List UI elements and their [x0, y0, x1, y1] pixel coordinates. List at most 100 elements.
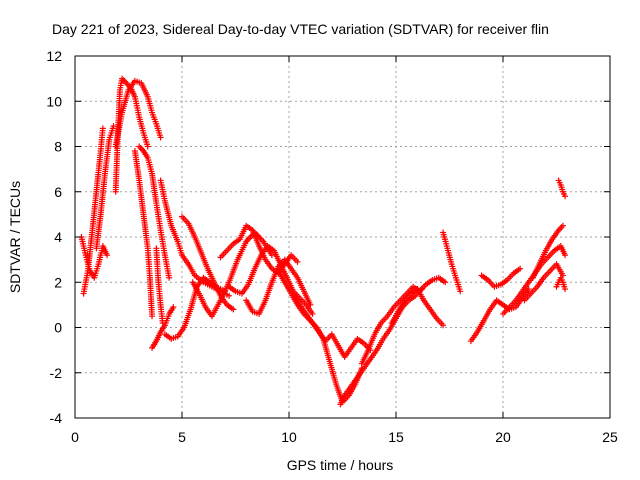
- trace-marker: [432, 313, 439, 320]
- trace-marker: [156, 132, 163, 139]
- series-sat-i: [153, 245, 166, 326]
- series-sat-b: [80, 125, 106, 297]
- trace-marker: [165, 313, 172, 320]
- x-axis-ticks: 0 5 10 15 20 25: [71, 56, 618, 445]
- trace-marker: [394, 310, 401, 317]
- trace-marker: [255, 241, 262, 248]
- trace-marker: [156, 330, 163, 337]
- y-tick-label: 12: [46, 48, 62, 64]
- trace-marker: [253, 310, 260, 317]
- trace-marker: [261, 254, 268, 261]
- trace-marker: [121, 78, 128, 85]
- trace-marker: [84, 270, 91, 277]
- trace-marker: [438, 320, 445, 327]
- y-axis-ticks: -4 -2 0 2 4 6 8 10 12: [46, 48, 610, 426]
- trace-marker: [406, 292, 413, 299]
- trace-marker: [300, 286, 307, 293]
- trace-marker: [545, 269, 552, 276]
- trace-marker: [452, 272, 459, 279]
- trace-marker: [230, 287, 237, 294]
- trace-marker: [143, 91, 150, 98]
- trace-marker: [306, 299, 313, 306]
- trace-marker: [152, 118, 159, 125]
- trace-marker: [222, 249, 229, 256]
- trace-marker: [495, 282, 502, 289]
- trace-marker: [179, 326, 186, 333]
- trace-marker: [268, 281, 275, 288]
- trace-marker: [109, 125, 116, 132]
- trace-marker: [560, 191, 567, 198]
- trace-marker: [183, 218, 190, 225]
- trace-marker: [157, 224, 164, 231]
- y-tick-label: -2: [50, 365, 63, 381]
- trace-marker: [292, 257, 299, 264]
- trace-marker: [556, 179, 563, 186]
- trace-marker: [498, 300, 505, 307]
- x-tick-label: 0: [71, 429, 79, 445]
- trace-marker: [159, 317, 166, 324]
- trace-marker: [559, 186, 566, 193]
- trace-marker: [99, 127, 106, 134]
- trace-marker: [161, 195, 168, 202]
- x-tick-label: 10: [281, 429, 297, 445]
- trace-marker: [479, 319, 486, 326]
- trace-marker: [389, 305, 396, 312]
- x-tick-label: 5: [178, 429, 186, 445]
- y-tick-label: 2: [54, 274, 62, 290]
- trace-marker: [385, 328, 392, 335]
- y-tick-label: 8: [54, 139, 62, 155]
- trace-marker: [561, 250, 568, 257]
- trace-marker: [169, 305, 176, 312]
- trace-marker: [139, 127, 146, 134]
- trace-marker: [248, 306, 255, 313]
- trace-marker: [410, 293, 417, 300]
- x-axis-label: GPS time / hours: [287, 457, 394, 473]
- y-axis-label: SDTVAR / TECUs: [7, 181, 23, 293]
- trace-marker: [242, 240, 249, 247]
- trace-marker: [473, 330, 480, 337]
- series-sat-n: [217, 222, 301, 277]
- trace-marker: [248, 226, 255, 233]
- trace-marker: [235, 237, 242, 244]
- trace-marker: [131, 91, 138, 98]
- trace-marker: [143, 153, 150, 160]
- trace-marker: [195, 288, 202, 295]
- trace-marker: [165, 272, 172, 279]
- trace-marker: [190, 270, 197, 277]
- series-sat-a: [78, 234, 111, 281]
- trace-marker: [280, 277, 287, 284]
- x-tick-label: 25: [602, 429, 618, 445]
- trace-marker: [308, 318, 315, 325]
- trace-marker: [178, 249, 185, 256]
- trace-marker: [359, 367, 366, 374]
- trace-marker: [314, 327, 321, 334]
- trace-marker: [526, 292, 533, 299]
- trace-marker: [370, 333, 377, 340]
- trace-marker: [203, 263, 210, 270]
- trace-marker: [269, 246, 276, 253]
- series-sat-f: [131, 148, 156, 320]
- trace-marker: [236, 289, 243, 296]
- trace-marker: [340, 394, 347, 401]
- trace-marker: [524, 287, 531, 294]
- trace-marker: [282, 272, 289, 279]
- trace-marker: [118, 111, 125, 118]
- trace-marker: [201, 302, 208, 309]
- trace-marker: [558, 270, 565, 277]
- trace-marker: [261, 299, 268, 306]
- series-sat-w: [467, 286, 532, 345]
- trace-marker: [543, 256, 550, 263]
- trace-marker: [244, 283, 251, 290]
- series-sat-c: [93, 123, 117, 252]
- trace-marker: [554, 229, 561, 236]
- trace-marker: [173, 236, 180, 243]
- series-sat-ac: [555, 177, 569, 200]
- trace-marker: [160, 323, 167, 330]
- trace-marker: [332, 379, 339, 386]
- trace-marker: [148, 311, 155, 318]
- trace-marker: [346, 346, 353, 353]
- trace-marker: [139, 146, 146, 153]
- x-tick-label: 20: [495, 429, 511, 445]
- series-sat-j: [157, 177, 233, 299]
- trace-marker: [541, 249, 548, 256]
